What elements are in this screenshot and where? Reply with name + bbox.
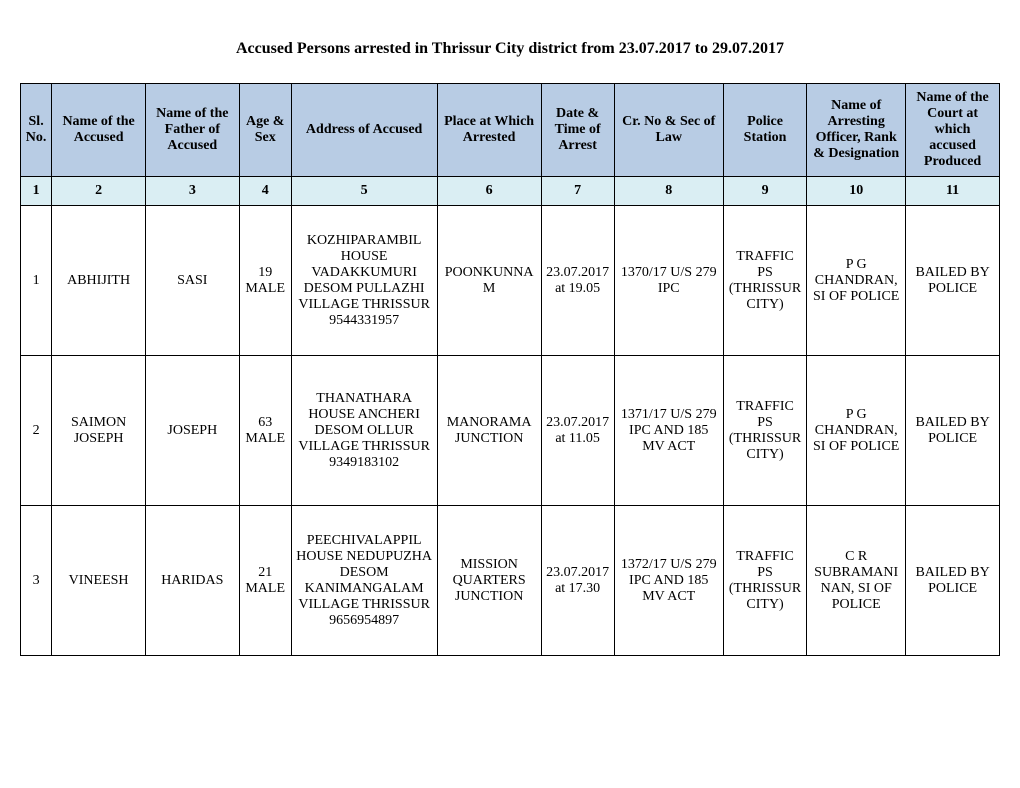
cell-age_sex: 63 MALE	[239, 356, 291, 506]
cell-sl: 1	[21, 206, 52, 356]
header-accused: Name of the Accused	[52, 84, 146, 177]
cell-station: TRAFFIC PS (THRISSUR CITY)	[723, 506, 806, 656]
cell-datetime: 23.07.2017 at 17.30	[541, 506, 614, 656]
col-num-1: 1	[21, 177, 52, 206]
header-place: Place at Which Arrested	[437, 84, 541, 177]
cell-station: TRAFFIC PS (THRISSUR CITY)	[723, 356, 806, 506]
table-row: 3VINEESHHARIDAS21 MALEPEECHIVALAPPIL HOU…	[21, 506, 1000, 656]
col-num-11: 11	[906, 177, 1000, 206]
cell-age_sex: 19 MALE	[239, 206, 291, 356]
cell-accused: VINEESH	[52, 506, 146, 656]
col-num-8: 8	[614, 177, 723, 206]
header-officer: Name of Arresting Officer, Rank & Design…	[807, 84, 906, 177]
cell-father: SASI	[145, 206, 239, 356]
cell-accused: ABHIJITH	[52, 206, 146, 356]
header-father: Name of the Father of Accused	[145, 84, 239, 177]
cell-officer: P G CHANDRAN, SI OF POLICE	[807, 206, 906, 356]
cell-place: MISSION QUARTERS JUNCTION	[437, 506, 541, 656]
cell-place: POONKUNNAM	[437, 206, 541, 356]
header-address: Address of Accused	[291, 84, 437, 177]
table-row: 1ABHIJITHSASI19 MALEKOZHIPARAMBIL HOUSE …	[21, 206, 1000, 356]
col-num-7: 7	[541, 177, 614, 206]
col-num-9: 9	[723, 177, 806, 206]
cell-court: BAILED BY POLICE	[906, 356, 1000, 506]
cell-datetime: 23.07.2017 at 11.05	[541, 356, 614, 506]
cell-crno: 1372/17 U/S 279 IPC AND 185 MV ACT	[614, 506, 723, 656]
cell-address: THANATHARA HOUSE ANCHERI DESOM OLLUR VIL…	[291, 356, 437, 506]
cell-sl: 2	[21, 356, 52, 506]
header-date-time: Date & Time of Arrest	[541, 84, 614, 177]
document-title: Accused Persons arrested in Thrissur Cit…	[20, 40, 1000, 58]
cell-court: BAILED BY POLICE	[906, 206, 1000, 356]
cell-father: HARIDAS	[145, 506, 239, 656]
header-row: Sl. No. Name of the Accused Name of the …	[21, 84, 1000, 177]
col-num-2: 2	[52, 177, 146, 206]
col-num-10: 10	[807, 177, 906, 206]
table-row: 2SAIMON JOSEPHJOSEPH63 MALETHANATHARA HO…	[21, 356, 1000, 506]
column-number-row: 1 2 3 4 5 6 7 8 9 10 11	[21, 177, 1000, 206]
arrest-table: Sl. No. Name of the Accused Name of the …	[20, 83, 1000, 656]
cell-address: KOZHIPARAMBIL HOUSE VADAKKUMURI DESOM PU…	[291, 206, 437, 356]
cell-age_sex: 21 MALE	[239, 506, 291, 656]
cell-officer: C R SUBRAMANINAN, SI OF POLICE	[807, 506, 906, 656]
cell-datetime: 23.07.2017 at 19.05	[541, 206, 614, 356]
cell-address: PEECHIVALAPPIL HOUSE NEDUPUZHA DESOM KAN…	[291, 506, 437, 656]
header-age-sex: Age & Sex	[239, 84, 291, 177]
header-court: Name of the Court at which accused Produ…	[906, 84, 1000, 177]
cell-court: BAILED BY POLICE	[906, 506, 1000, 656]
cell-station: TRAFFIC PS (THRISSUR CITY)	[723, 206, 806, 356]
col-num-5: 5	[291, 177, 437, 206]
cell-place: MANORAMA JUNCTION	[437, 356, 541, 506]
col-num-4: 4	[239, 177, 291, 206]
cell-crno: 1371/17 U/S 279 IPC AND 185 MV ACT	[614, 356, 723, 506]
cell-sl: 3	[21, 506, 52, 656]
header-crno: Cr. No & Sec of Law	[614, 84, 723, 177]
cell-father: JOSEPH	[145, 356, 239, 506]
cell-crno: 1370/17 U/S 279 IPC	[614, 206, 723, 356]
cell-accused: SAIMON JOSEPH	[52, 356, 146, 506]
col-num-6: 6	[437, 177, 541, 206]
cell-officer: P G CHANDRAN, SI OF POLICE	[807, 356, 906, 506]
col-num-3: 3	[145, 177, 239, 206]
header-sl-no: Sl. No.	[21, 84, 52, 177]
header-station: Police Station	[723, 84, 806, 177]
